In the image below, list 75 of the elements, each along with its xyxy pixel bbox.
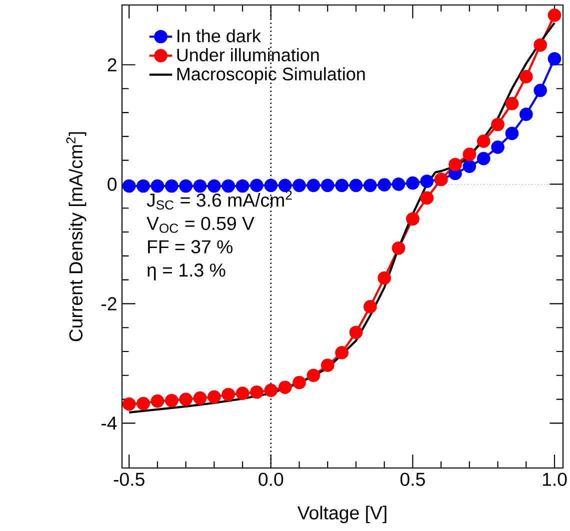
- point: [349, 178, 363, 192]
- point: [363, 178, 377, 192]
- point: [363, 300, 377, 314]
- point: [534, 38, 547, 52]
- point: [476, 134, 490, 148]
- point: [150, 394, 164, 408]
- annotation: FF = 37 %: [148, 240, 232, 254]
- point: [236, 179, 250, 193]
- point: [208, 390, 221, 404]
- point: [519, 108, 533, 121]
- point: [462, 148, 476, 162]
- x-axis-title: Voltage [V]: [297, 506, 386, 524]
- y-tick-label: -4: [102, 416, 117, 430]
- point: [208, 179, 221, 193]
- annotation: V$_{OC}$ = 0.59 V: [146, 216, 254, 233]
- point: [292, 376, 306, 390]
- x-tick-label: -0.5: [114, 472, 144, 486]
- point: [320, 178, 334, 192]
- x-tick-label: 1.0: [542, 472, 567, 486]
- point: [122, 397, 136, 411]
- point: [491, 118, 504, 132]
- point: [335, 346, 348, 360]
- point: [462, 160, 476, 173]
- legend-label: In the dark: [178, 29, 261, 42]
- point: [236, 386, 250, 400]
- point: [505, 96, 519, 110]
- point: [193, 391, 207, 405]
- point: [349, 326, 363, 340]
- point: [264, 384, 278, 398]
- point: [136, 179, 150, 193]
- point: [505, 126, 519, 140]
- point: [420, 174, 434, 188]
- point: [306, 178, 320, 192]
- point: [164, 179, 178, 193]
- point: [150, 179, 164, 193]
- point: [392, 178, 406, 191]
- point: [164, 394, 178, 408]
- point: [250, 385, 264, 399]
- legend-label: Under illumination: [177, 48, 319, 62]
- point: [406, 212, 420, 226]
- point: [122, 179, 136, 193]
- point: [392, 241, 406, 255]
- annotation: η = 1.3 %: [147, 264, 226, 280]
- point: [448, 158, 462, 172]
- point: [548, 52, 562, 66]
- point: [278, 178, 292, 192]
- point: [476, 152, 490, 166]
- point: [136, 396, 150, 410]
- point: [491, 140, 504, 154]
- y-tick-label: -2: [102, 297, 116, 310]
- point: [193, 179, 207, 193]
- point: [320, 358, 334, 372]
- point: [406, 176, 420, 190]
- point: [335, 178, 348, 192]
- point: [222, 388, 236, 402]
- point: [278, 380, 292, 394]
- point: [378, 178, 392, 192]
- point: [250, 178, 264, 192]
- point: [306, 368, 320, 382]
- point: [534, 84, 547, 98]
- point: [222, 179, 236, 193]
- point: [292, 178, 306, 192]
- point: [179, 179, 192, 193]
- y-tick-label: 0: [108, 178, 117, 191]
- point: [548, 8, 562, 22]
- point: [264, 178, 278, 192]
- x-tick-label: 0.0: [258, 472, 284, 486]
- point: [420, 191, 434, 205]
- legend-label: Macroscopic Simulation: [177, 67, 365, 84]
- y-axis-title: Current Density [mA/cm$^{2}$]: [66, 132, 86, 342]
- point: [378, 271, 392, 285]
- point: [179, 392, 192, 406]
- y-tick-label: 2: [108, 58, 116, 72]
- point: [519, 70, 533, 84]
- x-tick-label: 0.5: [400, 472, 425, 486]
